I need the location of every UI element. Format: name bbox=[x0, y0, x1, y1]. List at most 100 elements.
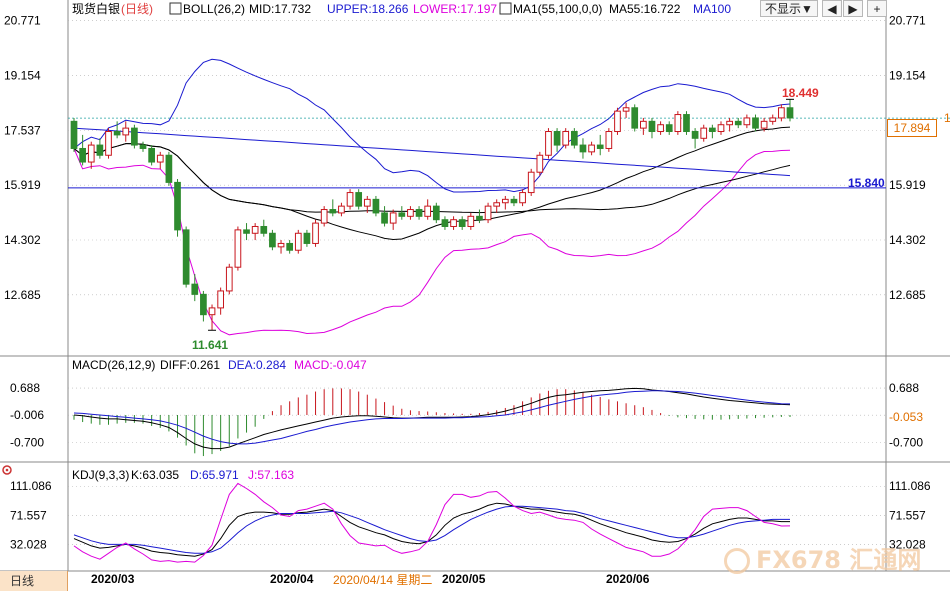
kdj-panel[interactable] bbox=[68, 482, 886, 563]
candle-body[interactable] bbox=[79, 147, 86, 163]
ma-toggle-icon[interactable] bbox=[499, 2, 512, 15]
scroll-left-button[interactable]: ◀ bbox=[822, 0, 842, 17]
candle-body[interactable] bbox=[709, 127, 716, 133]
candle-body[interactable] bbox=[527, 171, 535, 194]
candle-body[interactable] bbox=[363, 198, 371, 207]
candle-body[interactable] bbox=[501, 198, 509, 204]
candle-body[interactable] bbox=[441, 219, 449, 227]
boll-toggle-icon[interactable] bbox=[169, 2, 182, 15]
candle-body[interactable] bbox=[156, 154, 164, 163]
candle-body[interactable] bbox=[407, 209, 414, 217]
zoom-in-button[interactable]: + bbox=[867, 0, 887, 17]
candle-body[interactable] bbox=[519, 192, 526, 204]
candle-body[interactable] bbox=[372, 198, 380, 214]
candle-body[interactable] bbox=[174, 181, 181, 231]
candle-body[interactable] bbox=[605, 131, 613, 149]
macd-axis-tick-right: -0.700 bbox=[889, 435, 923, 449]
candle-body[interactable] bbox=[476, 215, 483, 221]
candle-body[interactable] bbox=[269, 232, 276, 248]
candle-body[interactable] bbox=[665, 124, 673, 133]
candle-body[interactable] bbox=[588, 144, 595, 153]
period-tab[interactable]: 日线 bbox=[0, 571, 68, 591]
candle-body[interactable] bbox=[165, 154, 173, 183]
candle-body[interactable] bbox=[148, 147, 155, 163]
kdj-j-line bbox=[73, 482, 791, 563]
candle-body[interactable] bbox=[596, 144, 604, 149]
candle-body[interactable] bbox=[700, 127, 708, 139]
candle-body[interactable] bbox=[286, 242, 294, 251]
candle-body[interactable] bbox=[579, 144, 587, 153]
candle-body[interactable] bbox=[139, 144, 147, 149]
candle-body[interactable] bbox=[631, 107, 639, 129]
candle-body[interactable] bbox=[182, 229, 190, 285]
price-panel[interactable] bbox=[68, 20, 950, 336]
candle-body[interactable] bbox=[398, 212, 406, 217]
candle-body[interactable] bbox=[717, 124, 725, 133]
candle-body[interactable] bbox=[622, 107, 630, 112]
candle-body[interactable] bbox=[467, 215, 475, 227]
candle-body[interactable] bbox=[484, 205, 492, 221]
candle-body[interactable] bbox=[674, 114, 682, 133]
candle-body[interactable] bbox=[726, 120, 733, 126]
candle-body[interactable] bbox=[200, 293, 207, 316]
candle-body[interactable] bbox=[303, 232, 311, 244]
candle-body[interactable] bbox=[277, 242, 285, 248]
candle-body[interactable] bbox=[217, 290, 224, 309]
candle-body[interactable] bbox=[640, 120, 647, 129]
candle-body[interactable] bbox=[260, 225, 268, 234]
candle-body[interactable] bbox=[786, 107, 794, 119]
candle-body[interactable] bbox=[553, 131, 561, 146]
candle-body[interactable] bbox=[329, 209, 337, 214]
candle-body[interactable] bbox=[346, 192, 354, 207]
candle-body[interactable] bbox=[312, 222, 319, 244]
scroll-right-button[interactable]: ▶ bbox=[843, 0, 863, 17]
candle-body[interactable] bbox=[96, 144, 104, 156]
candle-body[interactable] bbox=[113, 131, 121, 136]
candle-body[interactable] bbox=[243, 229, 250, 234]
candle-body[interactable] bbox=[778, 107, 785, 119]
candle-body[interactable] bbox=[691, 131, 699, 139]
candle-body[interactable] bbox=[450, 219, 457, 227]
candle-body[interactable] bbox=[743, 117, 751, 126]
candle-body[interactable] bbox=[510, 198, 518, 204]
candle-body[interactable] bbox=[734, 120, 742, 126]
candle-body[interactable] bbox=[225, 266, 233, 292]
candle-body[interactable] bbox=[389, 212, 397, 224]
display-dropdown-button[interactable]: 不显示▼ bbox=[760, 0, 818, 17]
candle-body[interactable] bbox=[208, 307, 216, 316]
candle-body[interactable] bbox=[415, 209, 423, 217]
candle-body[interactable] bbox=[657, 124, 664, 133]
candle-body[interactable] bbox=[683, 114, 690, 133]
candle-body[interactable] bbox=[105, 131, 112, 156]
candle-body[interactable] bbox=[424, 205, 432, 217]
candle-body[interactable] bbox=[562, 131, 570, 146]
candle-body[interactable] bbox=[251, 225, 259, 234]
candle-body[interactable] bbox=[432, 205, 440, 221]
candle-body[interactable] bbox=[70, 120, 78, 149]
macd-panel[interactable] bbox=[68, 387, 886, 457]
candle-body[interactable] bbox=[381, 212, 388, 224]
candle-body[interactable] bbox=[769, 117, 777, 122]
candle-body[interactable] bbox=[648, 120, 656, 133]
candle-body[interactable] bbox=[355, 192, 363, 207]
candle-body[interactable] bbox=[614, 110, 621, 133]
candle-body[interactable] bbox=[320, 209, 328, 224]
candle-body[interactable] bbox=[338, 205, 345, 214]
candle-body[interactable] bbox=[294, 232, 302, 251]
settings-gear-icon[interactable] bbox=[2, 465, 12, 475]
candle-body[interactable] bbox=[87, 144, 95, 163]
candle-body[interactable] bbox=[570, 131, 578, 146]
candle-body[interactable] bbox=[760, 120, 768, 129]
kdj-d: D:65.971 bbox=[190, 468, 239, 482]
candle-body[interactable] bbox=[131, 127, 138, 146]
candle-body[interactable] bbox=[234, 229, 242, 268]
candle-body[interactable] bbox=[122, 127, 130, 136]
candle-body[interactable] bbox=[458, 219, 466, 227]
candle-body[interactable] bbox=[536, 154, 544, 173]
candle-body[interactable] bbox=[752, 117, 759, 129]
candle-body[interactable] bbox=[493, 202, 501, 207]
candle-body[interactable] bbox=[191, 283, 199, 295]
kdj-j: J:57.163 bbox=[248, 468, 294, 482]
candle-body[interactable] bbox=[545, 131, 552, 156]
